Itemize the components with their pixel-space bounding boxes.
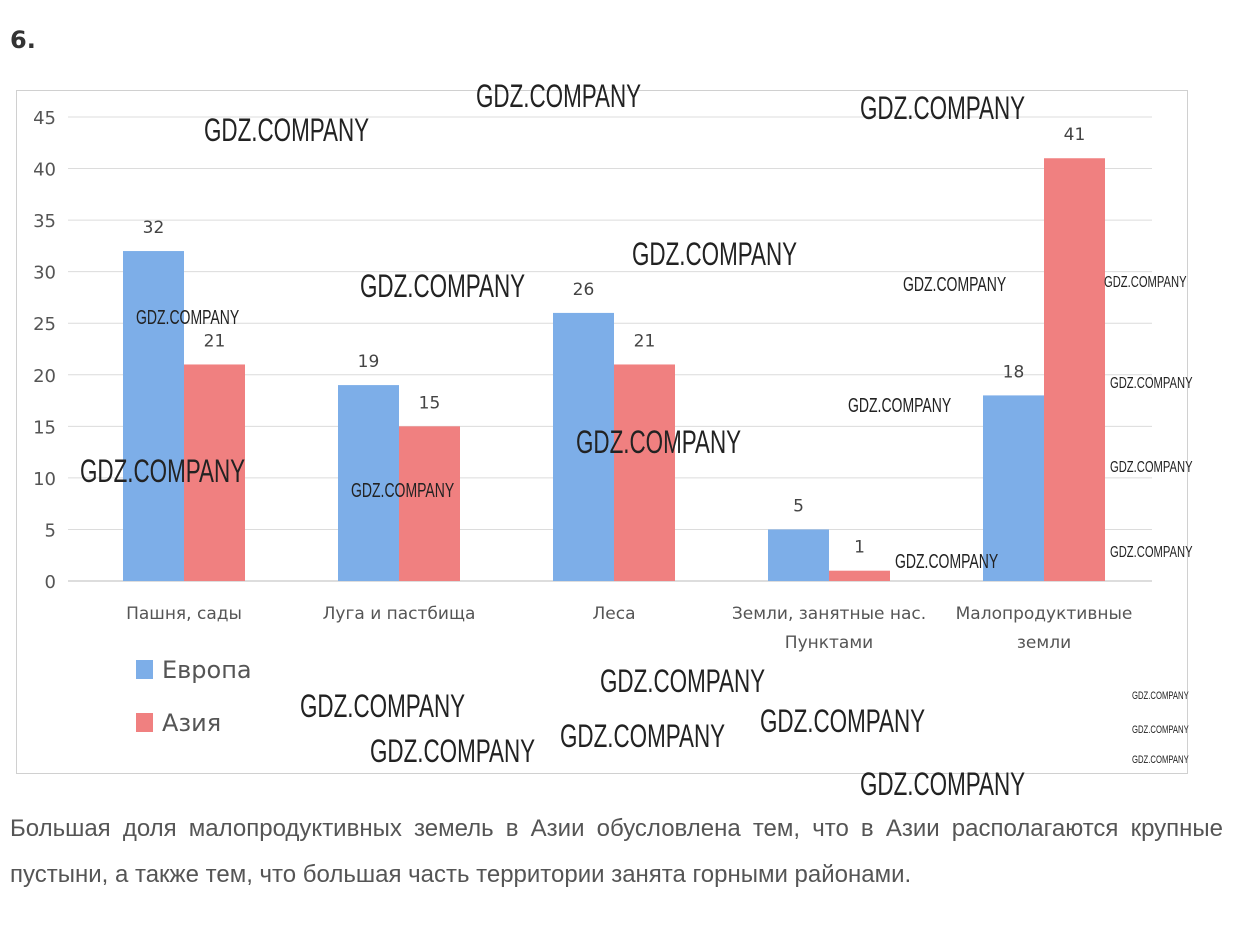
y-tick-label: 45	[33, 108, 56, 129]
watermark: GDZ.COMPANY	[300, 688, 466, 724]
task-number: 6.	[10, 26, 36, 54]
legend-swatch	[136, 660, 153, 679]
bar-asia	[614, 364, 675, 581]
data-label: 19	[358, 352, 380, 372]
bar-asia	[184, 364, 245, 581]
x-tick-label: земли	[1017, 633, 1071, 653]
y-tick-label: 35	[33, 211, 56, 232]
legend-label: Европа	[162, 656, 252, 684]
x-tick-label: Малопродуктивные	[956, 604, 1133, 624]
y-tick-label: 25	[33, 314, 56, 335]
data-label: 21	[634, 331, 656, 351]
watermark: GDZ.COMPANY	[1132, 754, 1189, 766]
bar-asia	[829, 570, 890, 581]
x-tick-label: Пашня, сады	[126, 604, 242, 624]
y-tick-label: 5	[45, 520, 56, 541]
bar-europe	[768, 529, 829, 581]
bar-europe	[123, 251, 184, 582]
x-tick-label: Леса	[592, 604, 635, 624]
bar-asia	[399, 426, 460, 581]
y-tick-label: 0	[45, 572, 56, 593]
watermark: GDZ.COMPANY	[1110, 459, 1193, 476]
y-tick-label: 10	[33, 469, 56, 490]
data-label: 5	[793, 496, 804, 516]
data-label: 41	[1064, 125, 1086, 145]
bar-europe	[338, 385, 399, 581]
bar-europe	[553, 312, 614, 581]
watermark: GDZ.COMPANY	[476, 78, 642, 114]
watermark: GDZ.COMPANY	[576, 424, 742, 460]
watermark: GDZ.COMPANY	[1110, 375, 1193, 392]
answer-paragraph: Большая доля малопродуктивных земель в А…	[10, 815, 1223, 888]
watermark: GDZ.COMPANY	[560, 718, 726, 754]
x-tick-label: Луга и пастбища	[323, 604, 476, 624]
watermark: GDZ.COMPANY	[600, 663, 766, 699]
data-label: 26	[573, 280, 595, 300]
data-label: 32	[143, 218, 165, 238]
data-label: 1	[854, 538, 865, 558]
watermark: GDZ.COMPANY	[80, 453, 246, 489]
watermark: GDZ.COMPANY	[860, 766, 1026, 802]
y-tick-label: 40	[33, 160, 56, 181]
watermark: GDZ.COMPANY	[1104, 274, 1187, 291]
x-tick-label: Земли, занятные нас.	[732, 604, 926, 624]
bar-europe	[983, 395, 1044, 581]
y-tick-label: 20	[33, 366, 56, 387]
y-tick-label: 30	[33, 263, 56, 284]
watermark: GDZ.COMPANY	[895, 551, 999, 573]
data-label: 15	[419, 393, 441, 413]
watermark: GDZ.COMPANY	[360, 268, 526, 304]
watermark: GDZ.COMPANY	[860, 90, 1026, 126]
watermark: GDZ.COMPANY	[370, 733, 536, 769]
watermark: GDZ.COMPANY	[1110, 544, 1193, 561]
data-label: 21	[204, 331, 226, 351]
watermark: GDZ.COMPANY	[204, 112, 370, 148]
watermark: GDZ.COMPANY	[632, 236, 798, 272]
data-label: 18	[1003, 362, 1025, 382]
legend-swatch	[136, 713, 153, 732]
watermark: GDZ.COMPANY	[1132, 724, 1189, 736]
x-tick-label: Пунктами	[785, 633, 873, 653]
watermark: GDZ.COMPANY	[760, 703, 926, 739]
watermark: GDZ.COMPANY	[136, 307, 240, 329]
watermark: GDZ.COMPANY	[903, 274, 1007, 296]
watermark: GDZ.COMPANY	[351, 480, 455, 502]
legend-label: Азия	[162, 709, 221, 737]
y-tick-label: 15	[33, 417, 56, 438]
watermark: GDZ.COMPANY	[848, 395, 952, 417]
watermark: GDZ.COMPANY	[1132, 690, 1189, 702]
chart-frame	[16, 90, 1188, 774]
bar-asia	[1044, 158, 1105, 581]
